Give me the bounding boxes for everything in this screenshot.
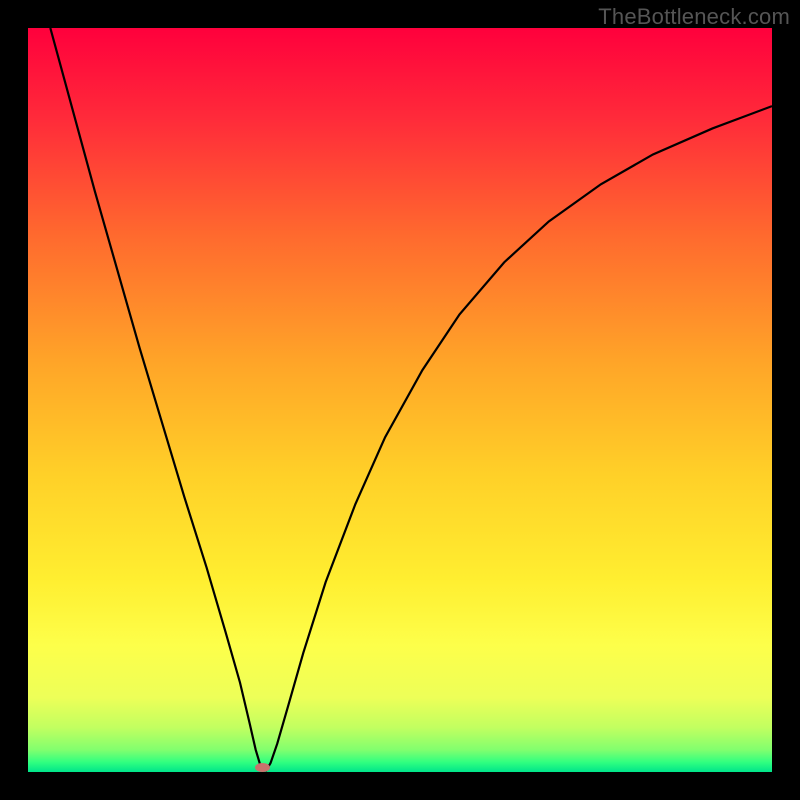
plot-area (28, 28, 772, 772)
minimum-point-marker (255, 763, 270, 773)
chart-container: TheBottleneck.com (0, 0, 800, 800)
watermark-label: TheBottleneck.com (598, 4, 790, 30)
bottleneck-curve (28, 28, 772, 772)
